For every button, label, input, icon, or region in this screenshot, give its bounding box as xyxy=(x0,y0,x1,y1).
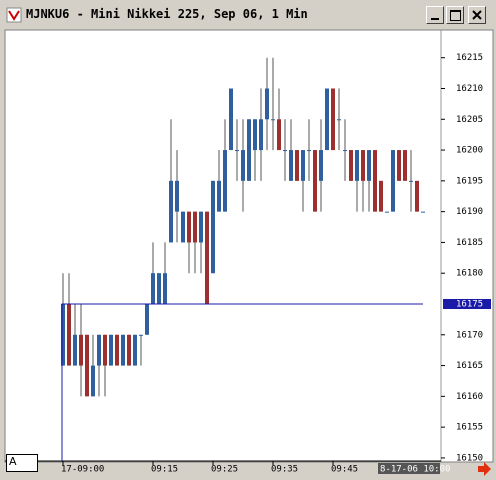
candle-body xyxy=(73,334,77,366)
candle-body xyxy=(409,180,413,182)
last-price-line xyxy=(61,303,423,461)
y-tick-label: 16210 xyxy=(456,84,483,94)
symbol-input[interactable]: A xyxy=(6,454,38,472)
candle-body xyxy=(175,180,179,212)
candle-body xyxy=(343,150,347,152)
candle-body xyxy=(223,150,227,212)
y-tick-label: 16195 xyxy=(456,176,483,186)
candle-body xyxy=(169,180,173,243)
candle-body xyxy=(265,88,269,120)
candle-body xyxy=(289,150,293,181)
candle-body xyxy=(421,211,425,213)
candle-body xyxy=(103,334,107,366)
last-price-label: 16175 xyxy=(456,299,483,309)
candle-body xyxy=(97,334,101,366)
candle-body xyxy=(187,211,191,243)
maximize-button[interactable] xyxy=(446,6,464,24)
candle-body xyxy=(313,150,317,212)
candle-body xyxy=(271,119,275,121)
candle-body xyxy=(127,334,131,366)
candle-body xyxy=(379,180,383,212)
x-tick-label: 09:35 xyxy=(271,465,298,475)
last-price-box xyxy=(443,298,491,309)
candle-body xyxy=(331,88,335,151)
candle-body xyxy=(259,119,263,151)
candle-body xyxy=(85,334,89,397)
chart-frame xyxy=(4,29,494,463)
candle-body xyxy=(397,150,401,181)
candle-body xyxy=(121,334,125,366)
candle-body xyxy=(295,150,299,181)
candle-body xyxy=(241,150,245,181)
candle-body xyxy=(325,88,329,151)
candle-body xyxy=(307,150,311,152)
candle-body xyxy=(145,303,149,335)
y-tick-label: 16160 xyxy=(456,392,483,402)
candle-body xyxy=(61,303,65,366)
app-icon xyxy=(6,7,22,23)
cursor-time-box xyxy=(378,463,440,474)
minimize-button[interactable] xyxy=(426,6,444,24)
y-tick-label: 16215 xyxy=(456,53,483,63)
candle-body xyxy=(301,150,305,181)
y-tick-label: 16155 xyxy=(456,423,483,433)
candle-body xyxy=(217,180,221,212)
candle-body xyxy=(403,150,407,181)
x-tick-label: 17-09:00 xyxy=(61,465,104,475)
candle-body xyxy=(211,180,215,274)
candle-body xyxy=(151,273,155,304)
window-title: MJNKU6 - Mini Nikkei 225, Sep 06, 1 Min xyxy=(26,7,308,21)
candle-body xyxy=(229,88,233,151)
y-tick-label: 16150 xyxy=(456,453,483,463)
candle-body xyxy=(139,334,143,336)
candle-body xyxy=(163,273,167,304)
x-tick-label: 09:15 xyxy=(151,465,178,475)
candle-body xyxy=(337,119,341,121)
y-tick-label: 16165 xyxy=(456,361,483,371)
candle-body xyxy=(283,150,287,152)
candle-body xyxy=(385,211,389,213)
y-tick-label: 16170 xyxy=(456,330,483,340)
candle-body xyxy=(391,150,395,212)
candle-body xyxy=(91,365,95,397)
candle-body xyxy=(79,334,83,366)
candle-body xyxy=(349,150,353,181)
candle-body xyxy=(181,211,185,243)
close-button[interactable] xyxy=(468,6,486,24)
x-tick-label: 09:25 xyxy=(211,465,238,475)
candle-body xyxy=(415,180,419,212)
candle-body xyxy=(133,334,137,366)
candle-body xyxy=(199,211,203,243)
candle-body xyxy=(115,334,119,366)
candle-body xyxy=(205,211,209,304)
candle-body xyxy=(247,119,251,181)
candle-body xyxy=(157,273,161,304)
scroll-arrow[interactable] xyxy=(478,462,491,476)
candle-body xyxy=(277,119,281,151)
candle-body xyxy=(109,334,113,366)
candle-body xyxy=(67,303,71,366)
candle-body xyxy=(319,150,323,181)
y-tick-label: 16200 xyxy=(456,146,483,156)
candle-body xyxy=(193,211,197,243)
candle-body xyxy=(361,150,365,181)
title-bar: MJNKU6 - Mini Nikkei 225, Sep 06, 1 Min xyxy=(0,0,496,30)
cursor-time-label: 8-17-06 10:00 xyxy=(380,465,450,475)
y-tick-label: 16180 xyxy=(456,269,483,279)
candle-body xyxy=(355,150,359,181)
y-tick-label: 16185 xyxy=(456,238,483,248)
candle-body xyxy=(367,150,371,181)
candle-body xyxy=(373,150,377,212)
x-tick-label: 09:45 xyxy=(331,465,358,475)
y-tick-label: 16205 xyxy=(456,115,483,125)
candle-body xyxy=(235,150,239,152)
candle-body xyxy=(253,119,257,151)
y-tick-label: 16190 xyxy=(456,207,483,217)
